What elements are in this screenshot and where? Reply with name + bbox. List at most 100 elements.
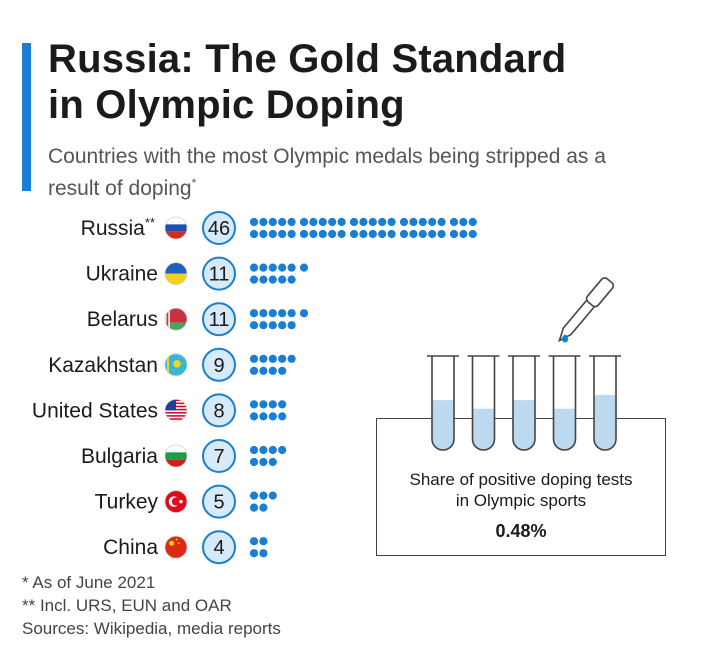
medal-dot: [399, 217, 409, 227]
medal-dot: [409, 229, 418, 239]
medal-dot: [249, 457, 259, 467]
china-flag-icon: [164, 535, 188, 559]
footnotes: * As of June 2021 ** Incl. URS, EUN and …: [22, 571, 281, 640]
value-badge: 46: [202, 211, 236, 245]
medal-dot: [259, 457, 268, 467]
united-states-flag-icon: [164, 398, 188, 422]
medal-dot: [287, 309, 296, 318]
value-badge: 9: [202, 347, 236, 382]
medal-dot: [259, 400, 268, 409]
chart-row: United States 8: [32, 393, 287, 428]
category-footnote-mark: **: [145, 215, 155, 230]
medal-dot: [259, 263, 268, 272]
subtitle-footnote-mark: *: [191, 176, 197, 190]
value-label: 5: [213, 492, 224, 514]
tube-liquid: [432, 400, 454, 450]
medal-dot: [259, 549, 268, 558]
value-badge: 4: [202, 530, 236, 565]
medal-dot: [278, 400, 287, 409]
medal-dot: [259, 217, 268, 227]
medal-dot: [249, 354, 259, 363]
medal-dot: [337, 217, 346, 227]
medal-dot: [249, 229, 259, 239]
turkey-flag-icon: [164, 490, 188, 514]
chart-row: Bulgaria 7: [81, 439, 287, 473]
medal-dot: [459, 229, 468, 239]
value-badge: 11: [202, 256, 236, 291]
medal-dot: [249, 321, 259, 330]
tube-liquid: [594, 394, 616, 450]
test-tube: [427, 355, 459, 451]
panel-label-line-2: in Olympic sports: [455, 491, 587, 510]
medals-chart: Russia** 46 Ukraine 11 Belarus 11 Kazakhstan 9 U…: [32, 211, 477, 565]
value-label: 8: [213, 400, 224, 422]
test-tube: [508, 355, 540, 451]
belarus-flag-icon: [164, 307, 188, 331]
medal-dot: [368, 229, 377, 239]
dot-group: [249, 354, 296, 375]
medal-dot: [309, 229, 318, 239]
medal-dot: [259, 537, 268, 546]
chart-row: Belarus 11: [87, 302, 309, 337]
test-tube: [548, 355, 581, 451]
value-badge: 8: [202, 393, 236, 428]
medal-dot: [278, 263, 287, 272]
category-label: Belarus: [87, 308, 158, 331]
value-label: 9: [213, 355, 224, 377]
accent-bar: [22, 43, 31, 191]
category-name: Kazakhstan: [48, 354, 158, 377]
medal-dot: [287, 217, 296, 227]
medal-dot: [259, 275, 268, 284]
medal-dot: [299, 309, 309, 318]
test-tube: [467, 355, 500, 451]
medal-dot: [287, 354, 296, 363]
title-line-2: in Olympic Doping: [48, 83, 405, 127]
sources: Sources: Wikipedia, media reports: [22, 619, 281, 638]
medal-dot: [378, 217, 387, 227]
medal-dot: [459, 217, 468, 227]
category-name: Ukraine: [86, 263, 158, 286]
bulgaria-flag-icon: [164, 444, 188, 468]
droplet-icon: [561, 334, 569, 343]
medal-dot: [428, 229, 437, 239]
medal-dot: [349, 229, 359, 239]
medal-dot: [249, 412, 259, 421]
category-label: Bulgaria: [81, 445, 158, 468]
medal-dot: [299, 217, 309, 227]
note-includes: ** Incl. URS, EUN and OAR: [22, 596, 232, 615]
medal-dot: [378, 229, 387, 239]
medal-dot: [287, 263, 296, 272]
medal-dot: [278, 445, 287, 455]
page-title: Russia: The Gold Standard in Olympic Dop…: [48, 36, 566, 128]
medal-dot: [268, 263, 277, 272]
medal-dot: [318, 229, 327, 239]
value-label: 11: [209, 264, 230, 286]
category-label: Turkey: [95, 491, 159, 514]
medal-dot: [259, 309, 268, 318]
medal-dot: [387, 217, 396, 227]
dot-group: [249, 309, 309, 330]
pipette-icon: [558, 277, 615, 343]
medal-dot: [359, 217, 368, 227]
ukraine-flag-icon: [164, 262, 188, 285]
category-label: China: [103, 536, 158, 559]
chart-row: Kazakhstan 9: [48, 347, 296, 382]
medal-dot: [249, 549, 259, 558]
medal-dot: [268, 321, 277, 330]
medal-dot: [409, 217, 418, 227]
medal-dot: [249, 537, 259, 546]
medal-dot: [387, 229, 396, 239]
panel-label: Share of positive doping tests in Olympi…: [377, 469, 665, 511]
medal-dot: [259, 445, 268, 455]
medal-dot: [268, 309, 277, 318]
medal-dot: [259, 366, 268, 375]
value-badge: 11: [202, 302, 236, 337]
medal-dot: [437, 217, 446, 227]
medal-dot: [318, 217, 327, 227]
medal-dot: [249, 263, 259, 272]
panel-label-line-1: Share of positive doping tests: [409, 470, 633, 489]
medal-dot: [249, 445, 259, 455]
medal-dot: [259, 321, 268, 330]
medal-dot: [268, 491, 277, 500]
medal-dot: [299, 263, 309, 272]
